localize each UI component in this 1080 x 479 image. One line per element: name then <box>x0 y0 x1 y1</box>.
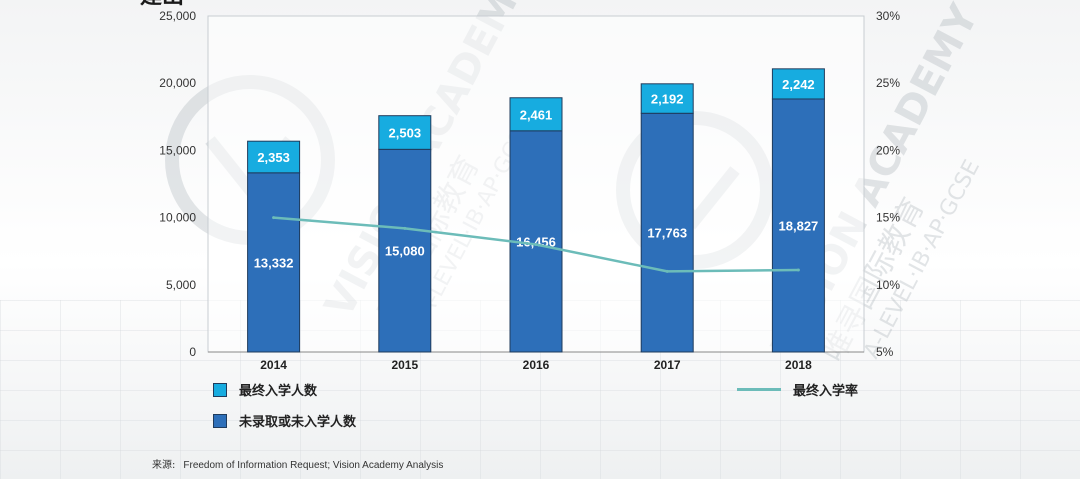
legend-item-not-enrolled: 未录取或未入学人数 <box>213 411 356 430</box>
x-tick-label: 2016 <box>523 358 550 372</box>
data-label-not-enrolled: 18,827 <box>779 218 819 233</box>
data-label-not-enrolled: 17,763 <box>647 226 687 241</box>
legend-item-enrollment-rate: 最终入学率 <box>737 380 858 399</box>
y-tick-label-left: 20,000 <box>159 76 196 90</box>
rate-point <box>403 226 407 230</box>
y-tick-label-right: 10% <box>876 278 900 292</box>
y-tick-label-right: 20% <box>876 143 900 157</box>
rate-point <box>272 216 276 220</box>
rate-point <box>665 269 669 273</box>
legend-label-final-enrolled: 最终入学人数 <box>239 384 318 399</box>
y-tick-label-left: 10,000 <box>159 211 196 225</box>
data-label-not-enrolled: 13,332 <box>254 255 294 270</box>
source-prefix: 来源: <box>152 460 176 471</box>
y-tick-label-left: 5,000 <box>166 278 196 292</box>
y-tick-label-right: 25% <box>876 76 900 90</box>
source-text: Freedom of Information Request; Vision A… <box>183 460 444 471</box>
data-label-not-enrolled: 15,080 <box>385 244 425 259</box>
x-tick-label: 2017 <box>654 358 681 372</box>
source-note: 来源: Freedom of Information Request; Visio… <box>152 456 443 471</box>
data-label-final-enrolled: 2,353 <box>257 150 290 165</box>
data-label-final-enrolled: 2,461 <box>520 107 553 122</box>
rate-point <box>534 242 538 246</box>
data-label-final-enrolled: 2,242 <box>782 77 815 92</box>
legend-swatch-not-enrolled <box>213 413 227 428</box>
y-tick-label-right: 5% <box>876 345 894 359</box>
bar-not-enrolled <box>771 98 825 353</box>
data-label-final-enrolled: 2,192 <box>651 92 684 107</box>
data-label-final-enrolled: 2,503 <box>389 126 422 141</box>
legend-line-enrollment-rate <box>737 388 781 391</box>
bar-final-enrolled <box>247 140 301 174</box>
bar-final-enrolled <box>771 68 825 100</box>
bar-not-enrolled <box>378 148 432 353</box>
legend-item-final-enrolled: 最终入学人数 <box>213 380 317 399</box>
bar-not-enrolled <box>640 112 694 353</box>
bar-not-enrolled <box>247 172 301 353</box>
rate-point <box>796 268 800 272</box>
y-tick-label-left: 25,000 <box>159 9 196 23</box>
legend-swatch-final-enrolled <box>213 382 227 397</box>
x-tick-label: 2014 <box>260 358 287 372</box>
y-tick-label-left: 0 <box>189 345 196 359</box>
bar-final-enrolled <box>640 83 694 114</box>
y-tick-label-left: 15,000 <box>159 143 196 157</box>
x-tick-label: 2015 <box>391 358 418 372</box>
legend-label-enrollment-rate: 最终入学率 <box>793 384 859 399</box>
legend-label-not-enrolled: 未录取或未入学人数 <box>239 415 357 430</box>
y-tick-label-right: 30% <box>876 9 900 23</box>
bar-final-enrolled <box>509 97 563 132</box>
bar-final-enrolled <box>378 115 432 150</box>
y-tick-label-right: 15% <box>876 211 900 225</box>
page-title-fragment: 建出 <box>140 0 184 8</box>
x-tick-label: 2018 <box>785 358 812 372</box>
